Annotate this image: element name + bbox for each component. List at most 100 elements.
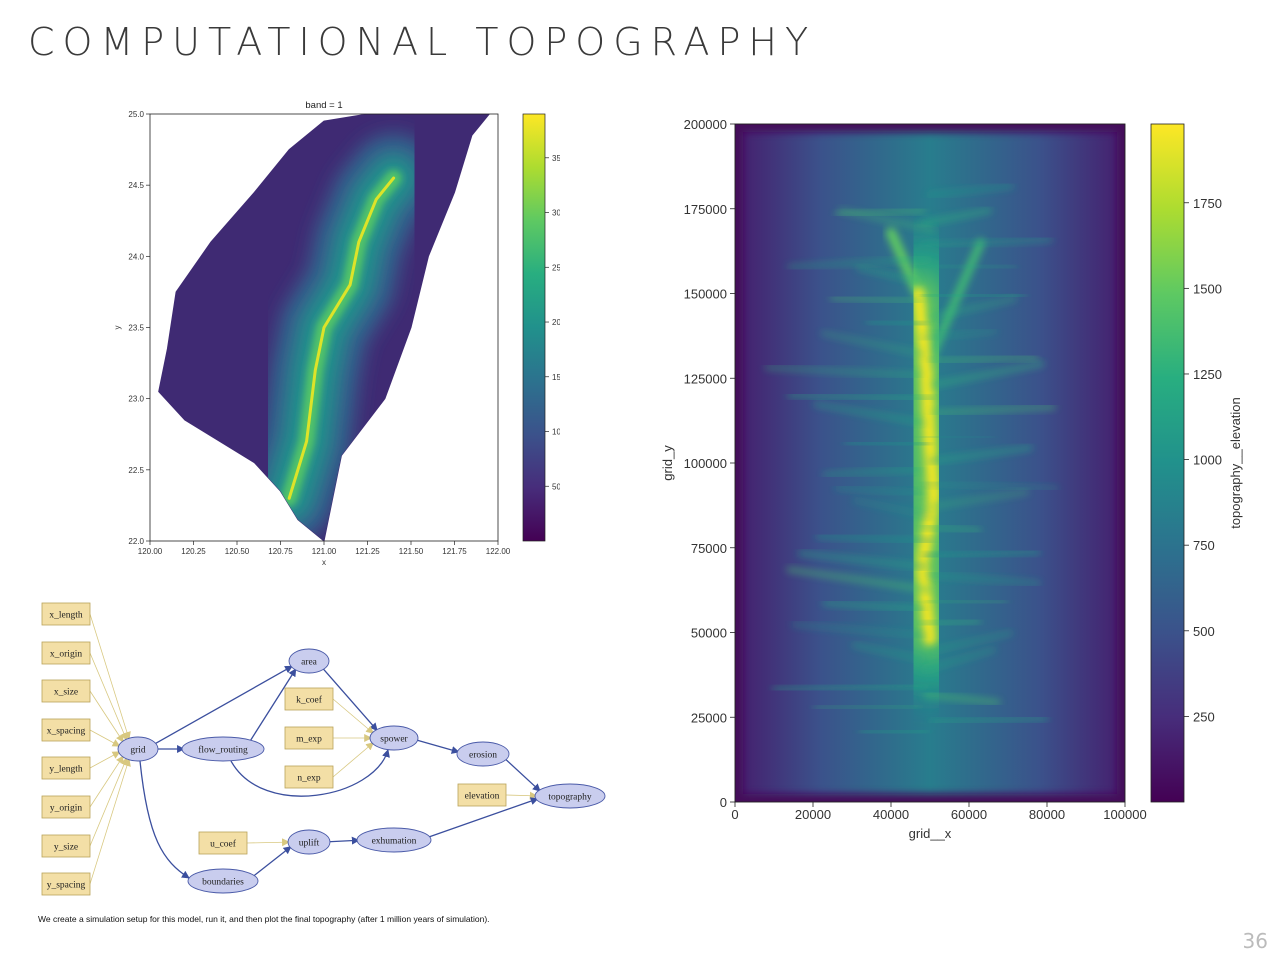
mountain-range <box>244 133 439 541</box>
spur <box>820 331 926 356</box>
y-tick-label: 175000 <box>684 202 727 217</box>
edge-erosion-to-topography <box>504 758 541 792</box>
spur <box>921 648 996 672</box>
edge-flow_routing-to-area <box>249 668 297 742</box>
spur <box>919 330 997 340</box>
node-label: flow_routing <box>198 745 248 756</box>
node-box <box>284 765 334 789</box>
node-x_size: x_size <box>41 679 91 703</box>
node-box <box>41 756 91 780</box>
spur <box>786 567 933 592</box>
ridge-crest <box>912 287 940 646</box>
spur <box>928 445 1033 464</box>
elevation-map <box>158 114 490 541</box>
taiwan-elevation-chart: 120.00 120.25 120.50 120.75 121.00 121.25 121.… <box>105 95 560 580</box>
edge-x_origin-to-grid <box>89 652 128 741</box>
spur <box>787 393 936 401</box>
node-grid: grid <box>117 736 159 762</box>
model-process-graph-svg: x_length x_origin x_size x_spacing y_lengthy… <box>41 602 606 896</box>
x-tick-label: 121.25 <box>355 547 380 556</box>
spur <box>866 319 928 326</box>
spur <box>930 405 1056 415</box>
node-label: k_coef <box>296 695 323 706</box>
spur <box>930 716 1049 724</box>
slide-caption: We create a simulation setup for this mo… <box>38 914 490 924</box>
synthetic-topography-svg: 0 20000 40000 60000 80000 100000 0 25000 50000 75… <box>660 117 1243 841</box>
x-tick-label: 0 <box>731 807 738 822</box>
node-label: spower <box>380 735 408 745</box>
x-tick-label: 100000 <box>1103 807 1146 822</box>
node-box <box>41 641 91 665</box>
colorbar-label: topography__elevation <box>1228 397 1243 529</box>
x-tick-label: 122.00 <box>486 547 511 556</box>
taiwan-elevation-svg: 120.00 120.25 120.50 120.75 121.00 121.25 121.… <box>113 100 560 567</box>
node-ellipse <box>456 741 510 767</box>
y-tick-label: 125000 <box>684 371 727 386</box>
edge-n_exp-to-spower <box>332 742 375 778</box>
node-label: topography <box>548 793 592 803</box>
node-x_length: x_length <box>41 602 91 626</box>
x-tick-label: 120.75 <box>268 547 293 556</box>
x-tick-label: 80000 <box>1029 807 1065 822</box>
node-box <box>41 795 91 819</box>
spur <box>844 440 931 447</box>
node-label: y_length <box>49 765 82 775</box>
drainage-spurs <box>764 184 1059 735</box>
node-m_exp: m_exp <box>284 726 334 750</box>
node-box <box>41 679 91 703</box>
spur <box>920 524 982 533</box>
colorbar-tick-label: 2500 <box>552 263 560 272</box>
x-tick-label: 60000 <box>951 807 987 822</box>
y-tick-label: 24.0 <box>128 252 144 261</box>
node-ellipse <box>287 829 331 855</box>
spur <box>918 264 1017 269</box>
node-box <box>284 687 334 711</box>
node-ellipse <box>369 725 419 751</box>
y-tick-label: 50000 <box>691 626 727 641</box>
node-label: erosion <box>469 751 497 761</box>
spur <box>931 631 1013 652</box>
node-elevation: elevation <box>457 783 507 807</box>
spur <box>919 293 1027 298</box>
node-y_length: y_length <box>41 756 91 780</box>
node-topography: topography <box>534 783 606 809</box>
node-k_coef: k_coef <box>284 687 334 711</box>
node-box <box>41 602 91 626</box>
graph-nodes: x_length x_origin x_size x_spacing y_lengthy… <box>41 602 606 896</box>
node-label: exhumation <box>372 837 417 847</box>
node-spower: spower <box>369 725 419 751</box>
colorbar-tick-label: 500 <box>552 482 560 491</box>
y-tick-label: 24.5 <box>128 181 144 190</box>
y-axis-label: grid_y <box>660 445 675 481</box>
colorbar-tick-label: 1750 <box>1193 196 1222 211</box>
spur <box>920 237 1053 248</box>
chart-title: band = 1 <box>305 100 342 111</box>
edge-x_spacing-to-grid <box>89 729 121 747</box>
node-ellipse <box>288 648 330 674</box>
spur <box>928 297 1017 319</box>
edge-uplift-to-exhumation <box>328 836 360 845</box>
x-tick-label: 120.50 <box>225 547 250 556</box>
spur <box>822 467 922 477</box>
colorbar-tick-label: 1000 <box>552 428 560 437</box>
colorbar-tick-label: 250 <box>1193 709 1215 724</box>
node-x_origin: x_origin <box>41 641 91 665</box>
spur <box>813 704 921 710</box>
node-label: grid <box>130 746 146 756</box>
node-label: y_size <box>54 843 78 853</box>
spur <box>919 208 992 226</box>
node-uplift: uplift <box>287 829 331 855</box>
x-tick-label: 121.75 <box>442 547 467 556</box>
spur <box>830 296 923 303</box>
node-label: y_spacing <box>47 881 86 891</box>
x-tick-label: 40000 <box>873 807 909 822</box>
node-ellipse <box>117 736 159 762</box>
node-erosion: erosion <box>456 741 510 767</box>
node-n_exp: n_exp <box>284 765 334 789</box>
edge-grid-to-area <box>154 665 293 745</box>
spur <box>798 551 927 569</box>
node-y_origin: y_origin <box>41 795 91 819</box>
x-tick-label: 121.50 <box>399 547 424 556</box>
colorbar-tick-label: 3500 <box>552 154 560 163</box>
spur <box>918 619 981 627</box>
